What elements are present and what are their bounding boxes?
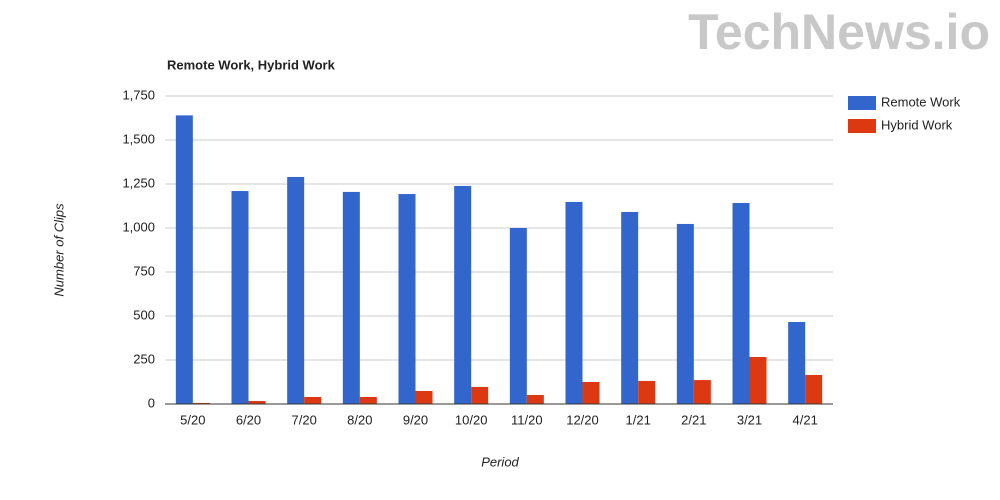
x-tick-label: 3/21 bbox=[737, 412, 762, 427]
legend-swatch bbox=[848, 119, 876, 133]
bar bbox=[788, 321, 806, 404]
x-tick-label: 10/20 bbox=[455, 412, 488, 427]
bar bbox=[676, 223, 694, 404]
legend-label: Hybrid Work bbox=[881, 117, 953, 132]
bar bbox=[342, 191, 360, 404]
bar bbox=[526, 395, 544, 404]
legend-swatch bbox=[848, 96, 876, 110]
bar bbox=[415, 390, 433, 404]
bar bbox=[359, 396, 377, 404]
bar bbox=[175, 115, 193, 405]
y-tick-label: 1,750 bbox=[122, 87, 155, 102]
bar bbox=[398, 194, 416, 404]
bar bbox=[287, 176, 305, 404]
x-tick-label: 8/20 bbox=[347, 412, 372, 427]
legend-label: Remote Work bbox=[881, 94, 961, 109]
y-tick-label: 1,500 bbox=[122, 131, 155, 146]
x-tick-label: 12/20 bbox=[566, 412, 599, 427]
x-tick-label: 4/21 bbox=[793, 412, 818, 427]
bar bbox=[621, 211, 639, 404]
bar bbox=[304, 396, 322, 404]
bar bbox=[509, 228, 527, 404]
bar bbox=[231, 191, 249, 404]
watermark: TechNews.io bbox=[688, 4, 990, 60]
y-tick-label: 250 bbox=[133, 351, 155, 366]
y-tick-label: 750 bbox=[133, 263, 155, 278]
bar bbox=[248, 401, 266, 404]
x-tick-label: 7/20 bbox=[292, 412, 317, 427]
bar bbox=[454, 185, 472, 404]
bar bbox=[582, 382, 600, 404]
bar bbox=[638, 380, 656, 404]
bar bbox=[471, 386, 489, 404]
x-tick-label: 1/21 bbox=[626, 412, 651, 427]
x-axis-label: Period bbox=[481, 454, 519, 469]
y-tick-label: 500 bbox=[133, 307, 155, 322]
bar bbox=[192, 402, 210, 404]
bar bbox=[565, 201, 583, 404]
bar bbox=[693, 380, 711, 404]
y-tick-label: 1,250 bbox=[122, 175, 155, 190]
x-tick-label: 9/20 bbox=[403, 412, 428, 427]
y-axis-label: Number of Clips bbox=[51, 203, 66, 297]
y-tick-label: 0 bbox=[148, 395, 155, 410]
chart-title: Remote Work, Hybrid Work bbox=[167, 57, 336, 72]
x-tick-label: 2/21 bbox=[681, 412, 706, 427]
y-tick-label: 1,000 bbox=[122, 219, 155, 234]
x-tick-label: 11/20 bbox=[511, 412, 543, 427]
bar bbox=[749, 357, 767, 404]
bar bbox=[732, 203, 750, 404]
x-tick-label: 6/20 bbox=[236, 412, 261, 427]
x-tick-label: 5/20 bbox=[180, 412, 205, 427]
bar bbox=[805, 374, 823, 404]
